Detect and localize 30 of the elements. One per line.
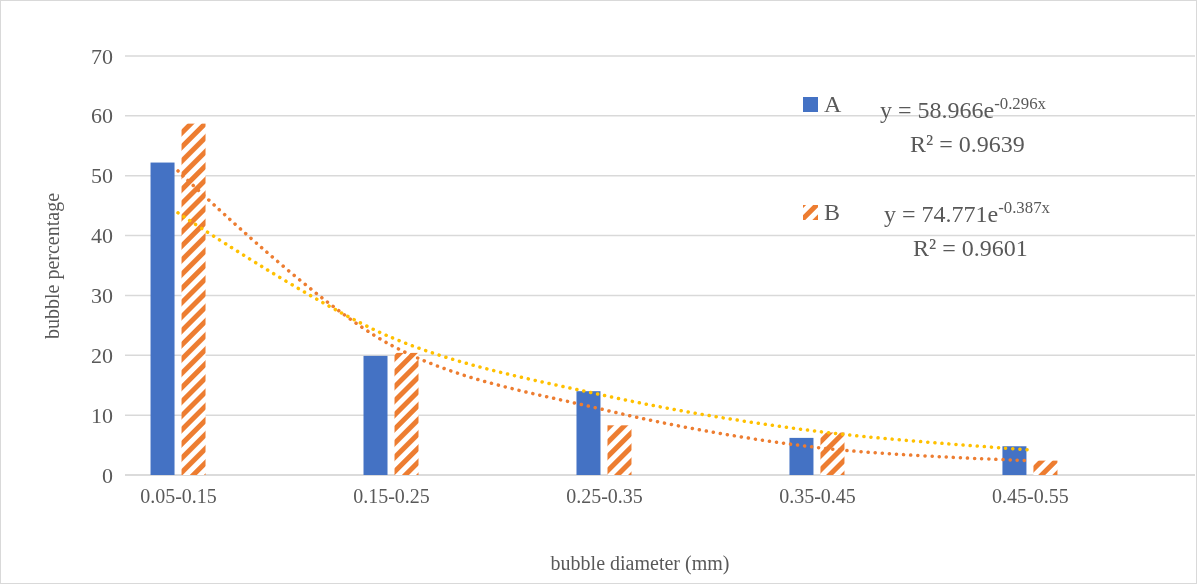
y-tick-label: 20 [91, 342, 113, 368]
y-axis-title: bubble percentage [41, 192, 64, 340]
x-tick-label: 0.25-0.35 [566, 485, 643, 508]
legend-label: B [824, 199, 841, 225]
annotation: y = 58.966e$^{-0.296x}$ [880, 93, 1047, 123]
bar [820, 432, 845, 475]
y-tick-label: 0 [102, 462, 113, 488]
y-tick-label: 30 [91, 282, 113, 308]
legend-label: A [824, 91, 842, 117]
y-tick-label: 60 [91, 103, 113, 129]
annotation: R² = 0.9639 [910, 131, 1025, 157]
x-tick-label: 0.15-0.25 [353, 485, 430, 508]
bar [363, 355, 388, 475]
y-tick-label: 10 [91, 402, 113, 428]
y-tick-label: 50 [91, 163, 113, 189]
x-tick-label: 0.45-0.55 [992, 485, 1069, 508]
y-tick-label: 70 [91, 43, 113, 69]
bar [789, 437, 814, 475]
bar [150, 162, 175, 475]
bar [394, 352, 419, 475]
y-tick-label: 40 [91, 223, 113, 249]
bar [1033, 460, 1058, 475]
annotation: y = 74.771e$^{-0.387x}$ [884, 197, 1051, 227]
x-tick-label: 0.35-0.45 [779, 485, 856, 508]
x-axis-title: bubble diameter (mm) [550, 552, 730, 575]
annotation: R² = 0.9601 [913, 235, 1028, 261]
bar [181, 123, 206, 475]
bar [576, 391, 601, 475]
bar [607, 425, 632, 475]
x-tick-label: 0.05-0.15 [140, 485, 217, 508]
